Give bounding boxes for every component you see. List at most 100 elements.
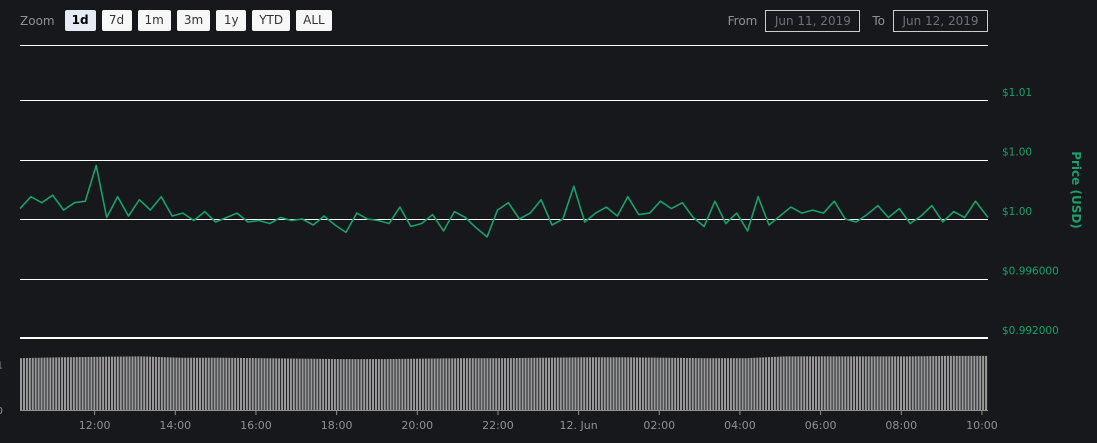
volume-bar	[817, 356, 820, 410]
zoom-button-1y[interactable]: 1y	[216, 10, 247, 31]
volume-bar	[52, 357, 55, 410]
volume-bar	[49, 357, 52, 410]
volume-bar	[512, 358, 515, 410]
volume-bar	[800, 356, 803, 410]
volume-bar	[803, 356, 806, 410]
volume-bar	[580, 357, 583, 410]
volume-bar	[266, 358, 269, 410]
volume-bar	[251, 358, 254, 410]
volume-bar	[201, 357, 204, 410]
zoom-button-1m[interactable]: 1m	[137, 10, 171, 31]
volume-bar	[219, 357, 222, 410]
time-tick-label: 22:00	[482, 419, 514, 432]
volume-bar	[260, 358, 263, 410]
volume-tick-label: 1	[0, 361, 3, 372]
volume-bar	[301, 358, 304, 410]
from-label: From	[727, 14, 758, 28]
volume-bar	[715, 358, 718, 410]
volume-bar	[125, 356, 128, 410]
volume-bar	[84, 356, 87, 410]
volume-bar	[69, 357, 72, 410]
volume-bar	[638, 357, 641, 410]
volume-bar	[377, 359, 380, 410]
volume-bar	[427, 358, 430, 410]
volume-bar	[976, 355, 979, 410]
volume-bar	[589, 357, 592, 410]
volume-bar	[753, 357, 756, 410]
volume-bar	[304, 358, 307, 410]
zoom-button-7d[interactable]: 7d	[101, 10, 132, 31]
volume-bar	[501, 358, 504, 410]
zoom-button-1d[interactable]: 1d	[64, 10, 96, 31]
volume-bar	[90, 356, 93, 410]
volume-bar	[562, 357, 565, 410]
zoom-button-3m[interactable]: 3m	[176, 10, 211, 31]
time-tick-label: 18:00	[321, 419, 353, 432]
volume-bar	[257, 358, 260, 410]
volume-bar	[190, 357, 193, 410]
volume-bar	[970, 355, 973, 410]
volume-bar	[809, 356, 812, 410]
volume-bar	[797, 356, 800, 410]
volume-bar	[621, 357, 624, 410]
volume-bar	[735, 358, 738, 410]
volume-bar	[369, 359, 372, 410]
volume-bar	[568, 357, 571, 410]
volume-bar	[351, 359, 354, 410]
volume-bar	[548, 357, 551, 410]
volume-bar	[471, 358, 474, 410]
volume-bar	[295, 358, 298, 410]
volume-bar	[665, 357, 668, 410]
volume-bar	[515, 358, 518, 410]
volume-bar	[668, 357, 671, 410]
volume-bar	[339, 359, 342, 410]
to-date-input[interactable]	[893, 10, 988, 32]
volume-bar	[644, 357, 647, 410]
volume-bar	[322, 358, 325, 410]
volume-bar	[439, 358, 442, 410]
to-label: To	[872, 14, 885, 28]
volume-bar	[96, 356, 99, 410]
volume-bar	[759, 357, 762, 410]
volume-bar	[207, 357, 210, 410]
volume-bar	[832, 356, 835, 410]
volume-bar	[442, 358, 445, 410]
volume-bar	[553, 357, 556, 410]
volume-bar	[979, 355, 982, 410]
volume-bar	[298, 358, 301, 410]
volume-bar	[418, 358, 421, 410]
volume-bar	[750, 357, 753, 410]
volume-bar	[272, 358, 275, 410]
volume-bar	[336, 359, 339, 410]
volume-bar	[577, 357, 580, 410]
volume-bar	[248, 358, 251, 410]
volume-bar	[316, 358, 319, 410]
volume-bar	[709, 358, 712, 410]
volume-bar	[565, 357, 568, 410]
volume-bar	[732, 358, 735, 410]
from-date-input[interactable]	[765, 10, 861, 32]
volume-bars	[20, 337, 988, 410]
volume-bar	[137, 356, 140, 410]
volume-bar	[902, 356, 905, 410]
volume-bar	[882, 356, 885, 410]
volume-bar	[609, 357, 612, 410]
zoom-button-ytd[interactable]: YTD	[252, 10, 291, 31]
volume-bar	[278, 358, 281, 410]
volume-bar	[416, 358, 419, 410]
volume-bar	[216, 357, 219, 410]
volume-bar	[380, 359, 383, 410]
volume-bar	[885, 356, 888, 410]
volume-bar	[706, 358, 709, 410]
volume-bar	[932, 356, 935, 410]
volume-bar	[237, 357, 240, 410]
volume-bar	[659, 357, 662, 410]
volume-bar	[612, 357, 615, 410]
volume-bar	[99, 356, 102, 410]
price-tick-label: $0.992000	[1002, 325, 1059, 337]
zoom-button-all[interactable]: ALL	[296, 10, 332, 31]
volume-bar	[468, 358, 471, 410]
volume-bar	[721, 358, 724, 410]
volume-bar	[685, 357, 688, 410]
